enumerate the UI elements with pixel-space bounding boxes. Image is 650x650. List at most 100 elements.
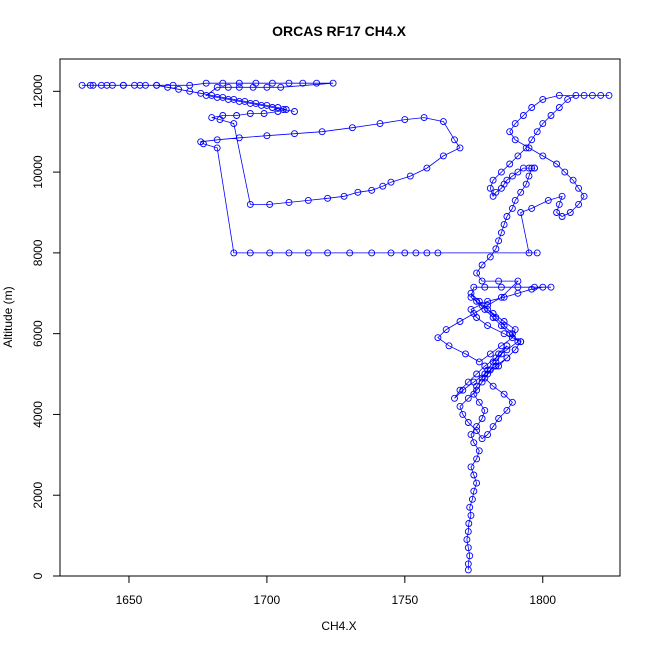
x-tick-label: 1650: [116, 593, 143, 607]
data-point: [511, 196, 519, 204]
data-point: [263, 83, 271, 91]
data-point: [464, 560, 472, 568]
data-point: [368, 249, 376, 257]
data-point: [528, 136, 536, 144]
data-point: [213, 93, 221, 101]
data-point: [539, 283, 547, 291]
data-point: [597, 91, 605, 99]
data-point: [517, 188, 525, 196]
data-point: [401, 249, 409, 257]
data-point: [266, 249, 274, 257]
data-point: [412, 249, 420, 257]
data-point: [475, 358, 483, 366]
data-point: [439, 118, 447, 126]
data-point: [475, 447, 483, 455]
data-point: [434, 249, 442, 257]
data-point: [467, 293, 475, 301]
data-point: [285, 79, 293, 87]
data-point: [465, 520, 473, 527]
data-point: [282, 106, 290, 113]
data-point: [257, 101, 265, 109]
data-point: [442, 326, 450, 334]
data-point: [291, 130, 298, 138]
data-point: [564, 95, 572, 103]
data-point: [268, 79, 276, 87]
data-point: [500, 330, 508, 338]
data-point: [503, 213, 511, 220]
data-point: [489, 423, 497, 431]
data-point: [481, 283, 489, 291]
data-point: [511, 120, 519, 128]
data-point: [379, 182, 387, 190]
data-point: [555, 91, 563, 99]
data-point: [495, 362, 503, 370]
data-point: [376, 120, 384, 128]
data-point: [533, 128, 541, 136]
data-point: [558, 213, 566, 220]
data-point: [368, 186, 376, 194]
data-point: [202, 79, 210, 87]
data-point: [547, 283, 555, 291]
data-point: [406, 172, 414, 180]
chart-title: ORCAS RF17 CH4.X: [272, 23, 406, 39]
data-point: [451, 136, 458, 144]
data-point: [497, 293, 505, 301]
data-point: [263, 132, 271, 140]
y-tick-label: 4000: [31, 401, 45, 428]
y-tick-label: 8000: [31, 239, 45, 266]
data-point: [558, 192, 566, 200]
data-point: [86, 81, 94, 89]
data-point: [467, 289, 475, 297]
data-point: [492, 354, 500, 362]
data-point: [484, 322, 492, 330]
data-point: [246, 249, 254, 257]
data-point: [553, 209, 561, 216]
data-point: [470, 439, 478, 447]
data-point: [473, 269, 481, 277]
data-point: [169, 81, 177, 89]
data-point: [464, 378, 472, 386]
data-point: [553, 160, 561, 168]
data-point: [500, 221, 508, 229]
data-point: [354, 188, 362, 196]
data-point: [506, 160, 514, 168]
data-point: [580, 91, 588, 99]
data-point: [489, 382, 497, 390]
data-point: [486, 350, 494, 358]
data-point: [202, 91, 210, 99]
data-point: [473, 297, 481, 305]
data-point: [456, 402, 464, 410]
data-point: [503, 354, 511, 362]
data-point: [588, 91, 596, 99]
data-point: [508, 204, 516, 212]
data-point: [547, 112, 555, 119]
data-point: [500, 293, 508, 301]
data-point: [528, 204, 536, 212]
data-point: [268, 104, 276, 111]
x-tick-label: 1700: [254, 593, 281, 607]
data-point: [561, 168, 569, 176]
data-point: [519, 112, 527, 119]
data-point: [478, 277, 486, 285]
data-point: [473, 479, 481, 487]
data-point: [489, 176, 497, 184]
x-tick-label: 1750: [391, 593, 418, 607]
data-point: [462, 350, 469, 358]
data-point: [224, 83, 232, 91]
data-point: [451, 394, 458, 402]
data-point: [497, 168, 505, 176]
data-point: [492, 362, 500, 370]
data-point: [467, 511, 475, 519]
data-point: [470, 378, 478, 386]
data-point: [346, 249, 354, 257]
data-point: [277, 83, 285, 91]
data-point: [484, 301, 492, 309]
data-point: [486, 253, 494, 261]
data-point: [464, 419, 472, 426]
y-tick-label: 12000: [31, 74, 45, 108]
data-point: [514, 338, 522, 346]
data-point: [213, 83, 221, 91]
data-point: [224, 95, 232, 103]
data-point: [304, 249, 312, 257]
data-point: [492, 245, 500, 253]
